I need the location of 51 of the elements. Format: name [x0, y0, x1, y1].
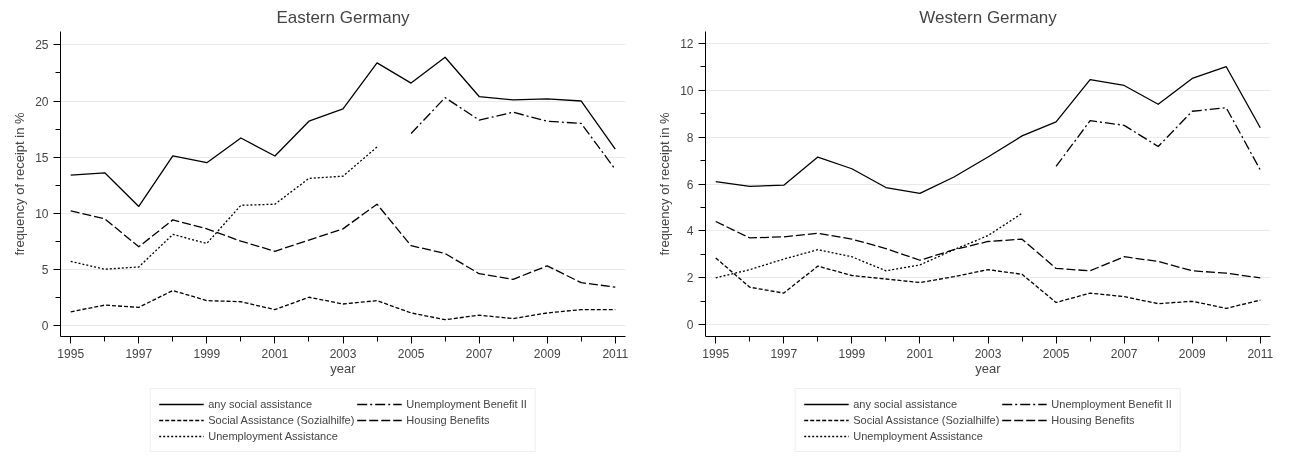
y-tick-label: 0 [41, 318, 49, 333]
y-tick-label: 10 [680, 83, 694, 98]
x-tick-label: 2005 [397, 346, 425, 361]
legend-label: Unemployment Assistance [853, 429, 983, 443]
y-axis-title: frequency of receipt in % [12, 112, 28, 256]
x-tick-label: 2005 [1042, 346, 1070, 361]
x-tick-label: 2003 [329, 346, 357, 361]
x-tick-label: 2011 [602, 346, 629, 361]
x-axis-title: year [330, 360, 357, 376]
legend-label: Housing Benefits [1051, 413, 1135, 427]
legend-label: Housing Benefits [406, 413, 490, 427]
legend-label: Unemployment Benefit II [406, 397, 527, 411]
x-tick-label: 2003 [974, 346, 1002, 361]
y-tick-label: 12 [680, 36, 694, 51]
x-tick-label: 2009 [1178, 346, 1206, 361]
x-axis-title: year [975, 360, 1002, 376]
y-tick-label: 8 [686, 130, 694, 145]
legend-label: Social Assistance (Sozialhilfe) [853, 413, 1000, 427]
x-tick-label: 2009 [533, 346, 561, 361]
y-tick-label: 0 [686, 318, 694, 333]
x-tick-label: 1999 [838, 346, 866, 361]
x-tick-label: 1995 [57, 346, 85, 361]
y-tick-label: 15 [35, 150, 49, 165]
line-series [70, 289, 616, 321]
x-tick-label: 2011 [1247, 346, 1274, 361]
y-tick-label: 20 [35, 94, 49, 109]
legend-label: any social assistance [208, 397, 313, 411]
y-tick-label: 25 [35, 38, 49, 53]
y-axis-title: frequency of receipt in % [657, 112, 673, 256]
y-tick-label: 5 [41, 262, 49, 277]
x-tick-label: 1997 [125, 346, 153, 361]
y-tick-label: 2 [686, 271, 694, 286]
chart-title: Western Germany [919, 7, 1058, 27]
x-tick-label: 2007 [465, 346, 493, 361]
x-tick-label: 1995 [702, 346, 730, 361]
y-tick-label: 10 [35, 206, 49, 221]
y-tick-label: 6 [686, 177, 694, 192]
x-tick-label: 1997 [770, 346, 798, 361]
line-series [1055, 107, 1261, 171]
legend-label: any social assistance [853, 397, 958, 411]
legend-label: Unemployment Benefit II [1051, 397, 1172, 411]
x-tick-label: 2001 [906, 346, 934, 361]
legend-label: Social Assistance (Sozialhilfe) [208, 413, 355, 427]
x-tick-label: 2007 [1110, 346, 1138, 361]
chart-title: Eastern Germany [276, 7, 411, 27]
line-series [70, 56, 616, 208]
x-tick-label: 1999 [193, 346, 221, 361]
legend-label: Unemployment Assistance [208, 429, 338, 443]
line-series [715, 66, 1261, 195]
x-tick-label: 2001 [261, 346, 289, 361]
y-tick-label: 4 [686, 224, 694, 239]
